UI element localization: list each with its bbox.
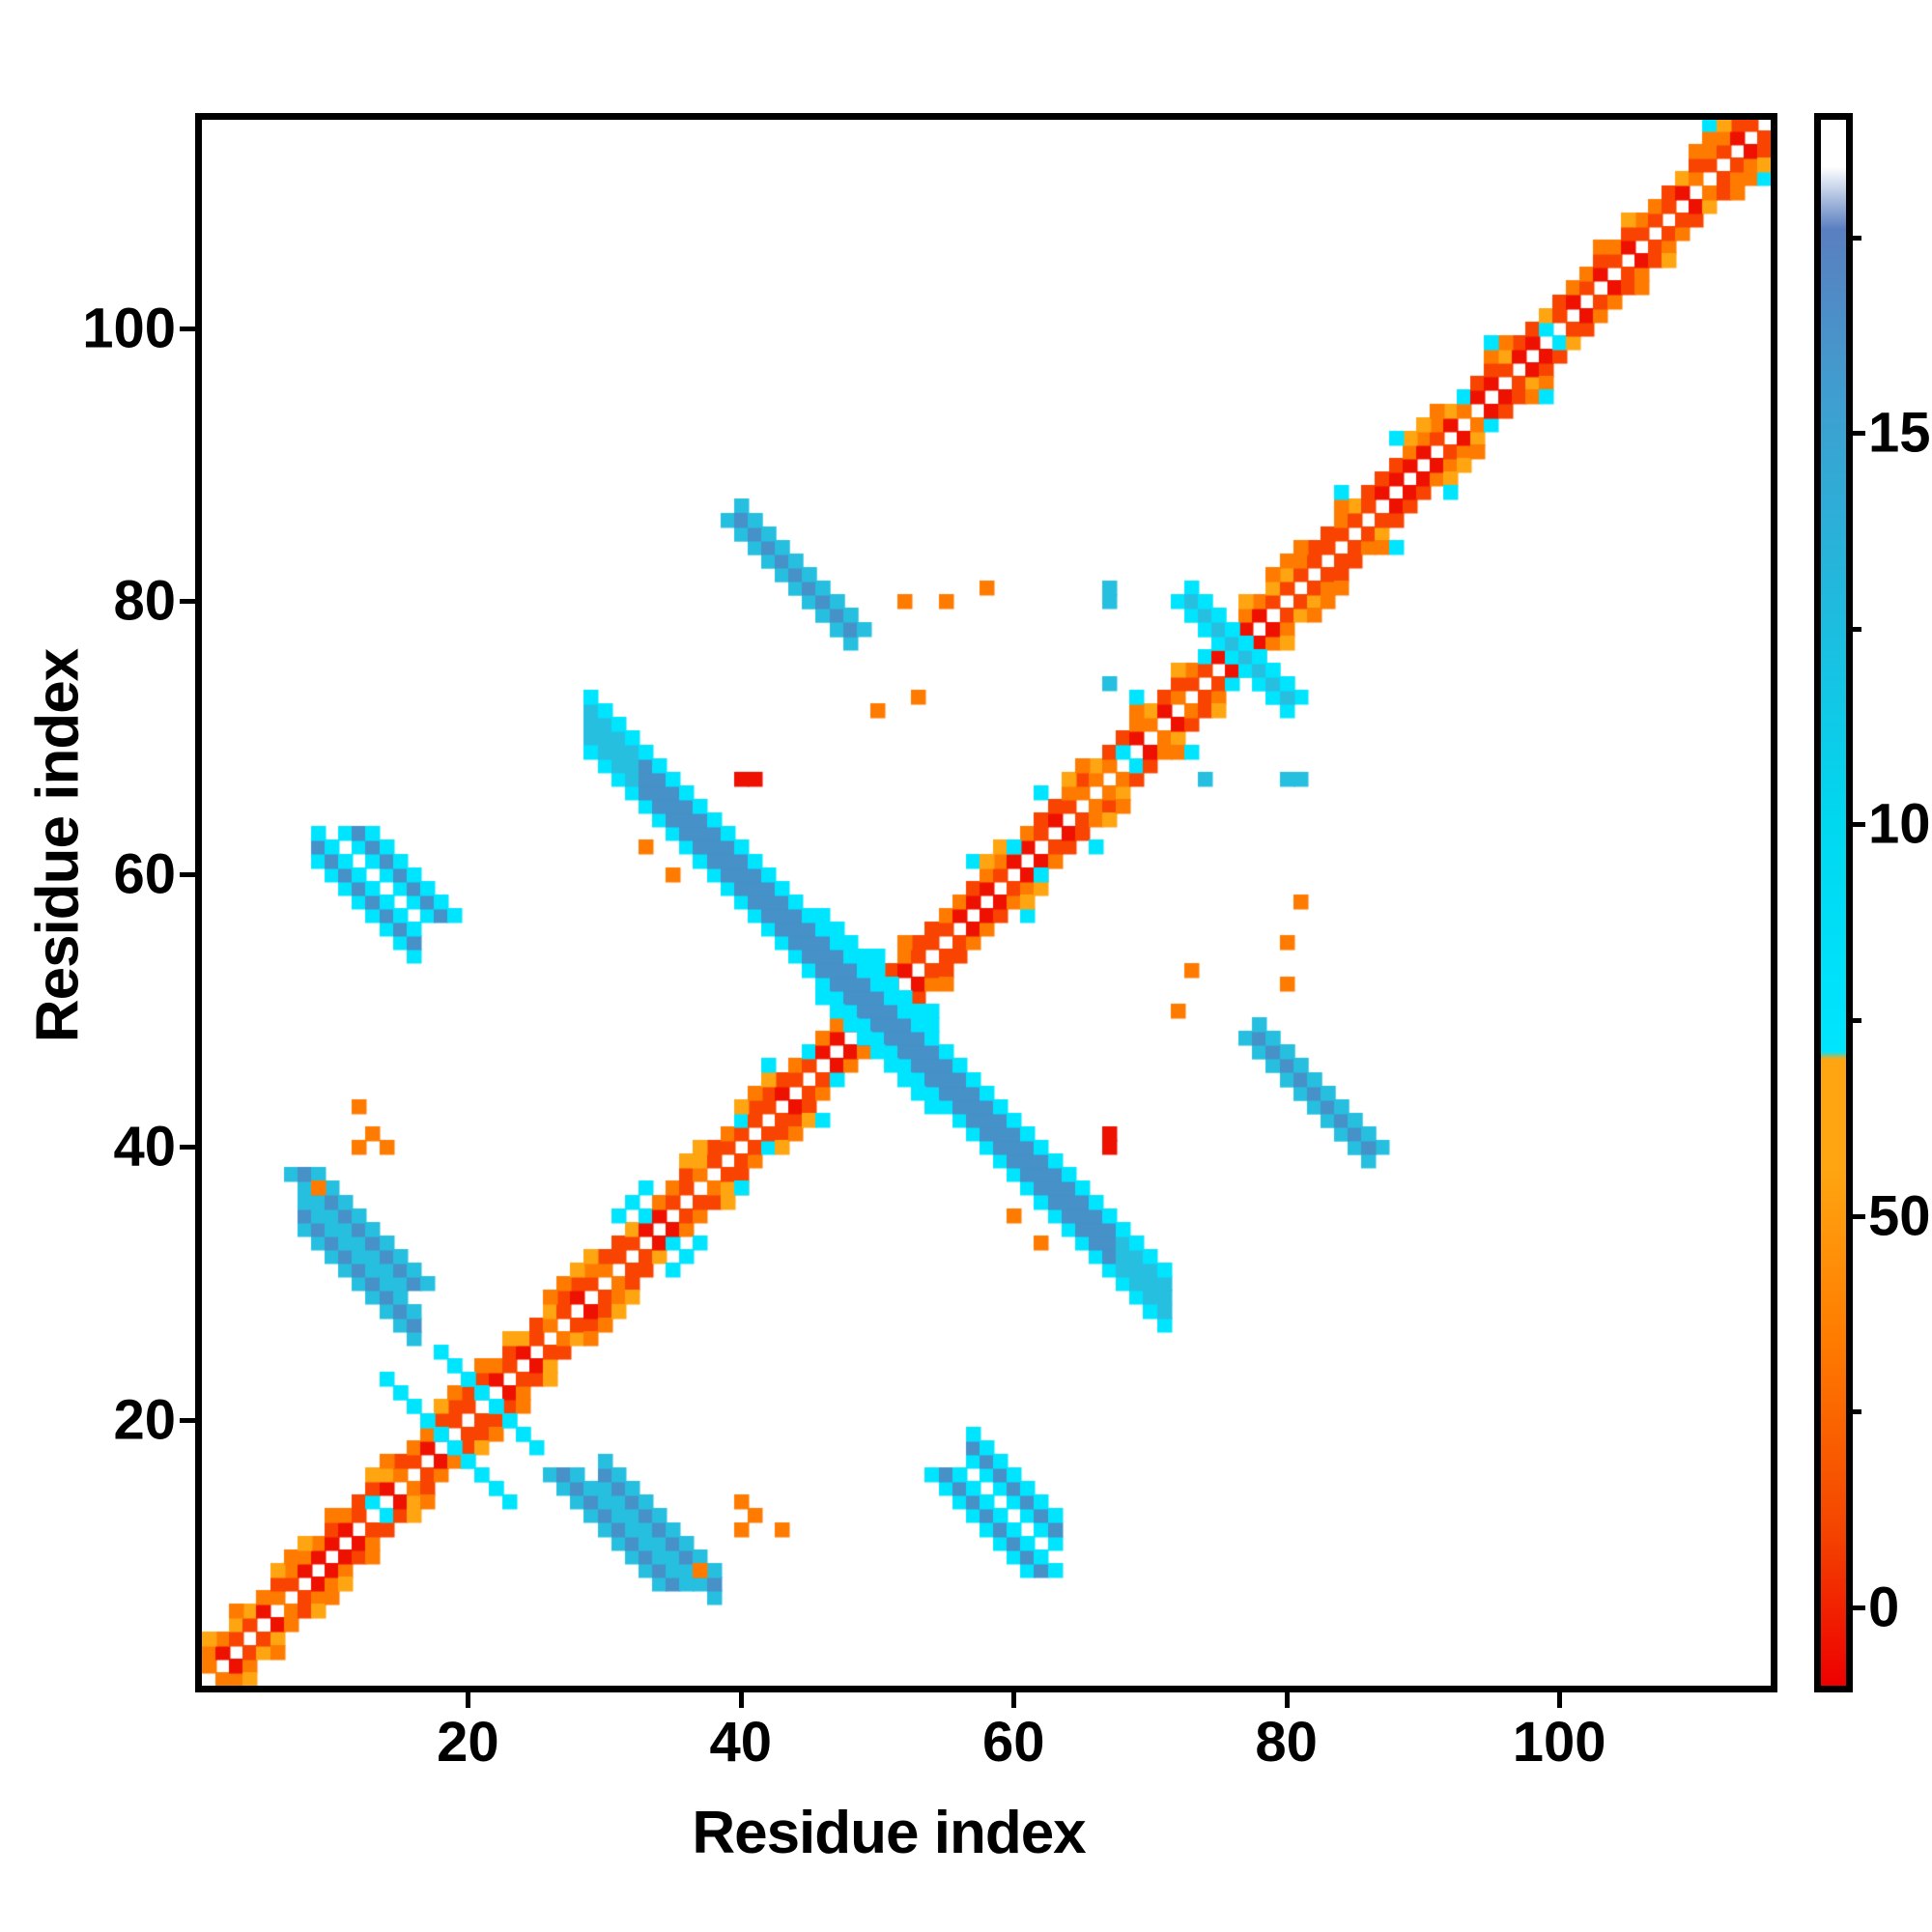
colorbar-tick-label: 150 — [1868, 401, 1932, 465]
x-tick-mark — [466, 1692, 471, 1708]
colorbar-gradient — [1821, 120, 1846, 1686]
x-tick-label: 60 — [981, 1711, 1045, 1774]
y-axis-title: Residue index — [24, 648, 92, 1043]
y-tick-mark — [180, 599, 195, 605]
colorbar-tick-mark — [1853, 1213, 1865, 1219]
y-tick-label: 40 — [113, 1115, 176, 1179]
colorbar-tick-label: 0 — [1868, 1576, 1900, 1639]
colorbar-tick-mark — [1853, 822, 1865, 828]
colorbar-minor-tick — [1853, 1018, 1861, 1024]
y-tick-label: 60 — [113, 842, 176, 906]
y-tick-mark — [180, 871, 195, 877]
x-tick-label: 80 — [1255, 1711, 1318, 1774]
y-tick-mark — [180, 326, 195, 331]
colorbar-tick-label: 50 — [1868, 1184, 1931, 1248]
y-tick-label: 80 — [113, 569, 176, 633]
colorbar-tick-label: 100 — [1868, 792, 1932, 856]
x-tick-mark — [738, 1692, 744, 1708]
colorbar-minor-tick — [1853, 1409, 1861, 1415]
y-tick-label: 100 — [82, 297, 176, 360]
y-tick-label: 20 — [113, 1388, 176, 1452]
colorbar-minor-tick — [1853, 235, 1861, 241]
x-tick-label: 20 — [437, 1711, 499, 1774]
contact-map-plot-area — [195, 113, 1777, 1692]
x-tick-label: 100 — [1512, 1711, 1606, 1774]
colorbar-minor-tick — [1853, 626, 1861, 632]
x-tick-mark — [1284, 1692, 1290, 1708]
x-tick-mark — [1011, 1692, 1017, 1708]
colorbar-tick-mark — [1853, 431, 1865, 437]
y-tick-mark — [180, 1145, 195, 1151]
x-axis-title: Residue index — [692, 1800, 1086, 1866]
colorbar — [1814, 113, 1853, 1692]
colorbar-tick-mark — [1853, 1605, 1865, 1610]
contact-map-heatmap — [202, 120, 1771, 1686]
y-tick-mark — [180, 1417, 195, 1423]
x-tick-mark — [1557, 1692, 1563, 1708]
x-tick-label: 40 — [709, 1711, 773, 1774]
